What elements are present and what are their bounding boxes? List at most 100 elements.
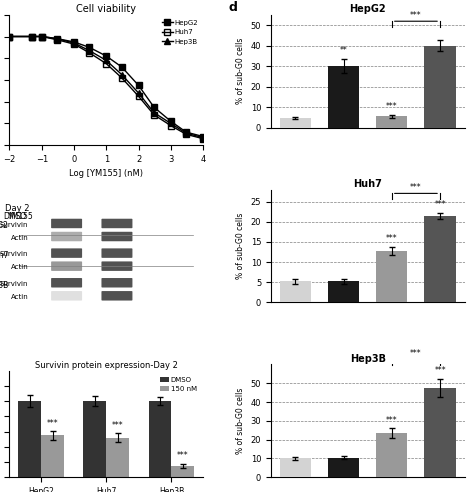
Text: ***: *** — [386, 234, 398, 244]
Title: HepG2: HepG2 — [349, 4, 386, 14]
FancyBboxPatch shape — [51, 291, 82, 301]
HepG2 — [119, 64, 125, 70]
HepG2 — [29, 33, 35, 39]
Bar — [328, 281, 359, 303]
HepG2 — [87, 44, 92, 50]
Text: ***: *** — [386, 416, 398, 425]
Text: HepG2: HepG2 — [0, 221, 9, 230]
Bar — [18, 401, 41, 477]
Legend: HepG2, Huh7, Hep3B: HepG2, Huh7, Hep3B — [161, 18, 200, 46]
Huh7 — [39, 33, 45, 39]
HepG2 — [39, 33, 45, 39]
Huh7 — [55, 37, 60, 43]
HepG2 — [103, 53, 109, 59]
Legend: DMSO, 150 nM: DMSO, 150 nM — [157, 374, 200, 395]
Bar — [376, 251, 408, 303]
Line: HepG2: HepG2 — [7, 34, 206, 139]
Bar — [424, 46, 456, 127]
HepG2 — [201, 133, 206, 139]
Huh7 — [7, 33, 12, 39]
Huh7 — [136, 93, 141, 99]
Y-axis label: % of sub-G0 cells: % of sub-G0 cells — [236, 38, 245, 104]
FancyBboxPatch shape — [101, 248, 132, 258]
Text: Survivin: Survivin — [0, 281, 28, 287]
HepG2 — [71, 39, 77, 45]
Bar — [149, 401, 172, 477]
Hep3B — [103, 58, 109, 63]
Text: Actin: Actin — [10, 235, 28, 241]
FancyBboxPatch shape — [101, 261, 132, 271]
HepG2 — [183, 129, 189, 135]
Hep3B — [55, 36, 60, 42]
Title: Hep3B: Hep3B — [350, 354, 386, 364]
FancyBboxPatch shape — [51, 219, 82, 228]
Bar — [172, 466, 194, 477]
Huh7 — [87, 50, 92, 56]
Title: Survivin protein expression-Day 2: Survivin protein expression-Day 2 — [35, 361, 178, 369]
Text: Day 2: Day 2 — [5, 205, 30, 214]
Bar — [83, 401, 106, 477]
HepG2 — [7, 33, 12, 39]
Hep3B — [183, 130, 189, 136]
Huh7 — [71, 41, 77, 47]
FancyBboxPatch shape — [51, 248, 82, 258]
Hep3B — [87, 48, 92, 54]
Hep3B — [29, 33, 35, 39]
Text: d: d — [228, 1, 237, 14]
Huh7 — [151, 112, 157, 118]
Text: ***: *** — [434, 366, 446, 375]
Bar — [376, 433, 408, 477]
Text: Actin: Actin — [10, 264, 28, 270]
FancyBboxPatch shape — [101, 278, 132, 287]
Y-axis label: % of sub-G0 cells: % of sub-G0 cells — [236, 388, 245, 454]
Huh7 — [29, 33, 35, 39]
Text: Survivin: Survivin — [0, 222, 28, 228]
Huh7 — [168, 123, 173, 128]
Hep3B — [168, 121, 173, 126]
HepG2 — [168, 119, 173, 124]
Hep3B — [71, 40, 77, 46]
Line: Hep3B: Hep3B — [7, 34, 206, 140]
Text: ***: *** — [47, 419, 58, 428]
FancyBboxPatch shape — [101, 219, 132, 228]
Title: Huh7: Huh7 — [353, 179, 382, 189]
Hep3B — [119, 72, 125, 78]
Bar — [106, 437, 129, 477]
Bar — [280, 119, 311, 127]
Text: Hep3B: Hep3B — [0, 280, 9, 290]
Text: Actin: Actin — [10, 294, 28, 300]
Text: ***: *** — [410, 349, 422, 358]
Text: Survivin: Survivin — [0, 251, 28, 257]
Bar — [41, 435, 64, 477]
X-axis label: Log [YM155] (nM): Log [YM155] (nM) — [69, 169, 143, 179]
Title: Cell viability: Cell viability — [76, 4, 137, 14]
Bar — [280, 281, 311, 303]
Text: ***: *** — [434, 200, 446, 209]
Bar — [424, 216, 456, 303]
HepG2 — [55, 36, 60, 42]
FancyBboxPatch shape — [101, 291, 132, 301]
Text: ***: *** — [410, 11, 422, 20]
Text: ***: *** — [112, 421, 124, 430]
Hep3B — [201, 135, 206, 141]
FancyBboxPatch shape — [51, 261, 82, 271]
Line: Huh7: Huh7 — [7, 34, 206, 142]
Huh7 — [119, 75, 125, 81]
Text: ***: *** — [177, 452, 189, 461]
Text: DMSO: DMSO — [4, 212, 27, 220]
FancyBboxPatch shape — [101, 232, 132, 241]
Bar — [280, 459, 311, 477]
Text: Huh7: Huh7 — [0, 251, 9, 260]
Y-axis label: % of sub-G0 cells: % of sub-G0 cells — [236, 213, 245, 279]
Text: YM155: YM155 — [8, 212, 34, 220]
Huh7 — [201, 136, 206, 142]
Bar — [328, 458, 359, 477]
Bar — [424, 388, 456, 477]
Hep3B — [7, 33, 12, 39]
Bar — [376, 116, 408, 127]
HepG2 — [136, 83, 141, 89]
FancyBboxPatch shape — [51, 278, 82, 287]
HepG2 — [151, 104, 157, 110]
Hep3B — [151, 110, 157, 116]
Hep3B — [136, 90, 141, 96]
